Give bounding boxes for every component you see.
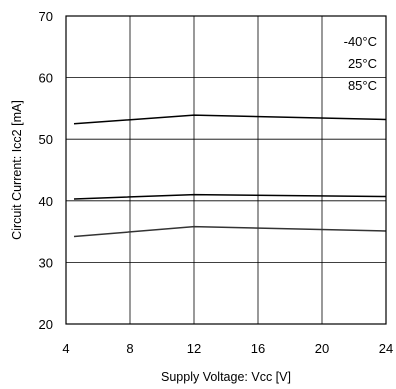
- x-tick-label: 8: [126, 341, 133, 356]
- plot-frame: [65, 15, 387, 325]
- series-line-3: [73, 225, 387, 238]
- x-axis-label: Supply Voltage: Vcc [V]: [161, 370, 291, 384]
- legend: -40°C 25°C 85°C: [344, 34, 377, 93]
- x-tick-label: 16: [251, 341, 265, 356]
- y-tick-label: 70: [39, 9, 53, 24]
- x-tick-label: 24: [379, 341, 393, 356]
- y-tick-label: 40: [39, 194, 53, 209]
- y-axis-label: Circuit Current: Icc2 [mA]: [10, 100, 24, 240]
- plot-background: [66, 16, 386, 324]
- series-lines: [73, 114, 387, 238]
- y-tick-label: 30: [39, 255, 53, 270]
- legend-entry: 25°C: [348, 56, 377, 71]
- x-tick-labels: 4 8 12 16 20 24: [62, 341, 393, 356]
- y-tick-labels: 20 30 40 50 60 70: [39, 9, 53, 332]
- x-tick-label: 12: [187, 341, 201, 356]
- legend-entry: 85°C: [348, 78, 377, 93]
- x-tick-label: 20: [315, 341, 329, 356]
- series-line-1: [73, 114, 387, 125]
- series-line-2: [73, 193, 387, 200]
- grid: [66, 16, 386, 324]
- y-tick-label: 60: [39, 71, 53, 86]
- legend-entry: -40°C: [344, 34, 377, 49]
- y-tick-label: 50: [39, 132, 53, 147]
- x-tick-label: 4: [62, 341, 69, 356]
- y-tick-label: 20: [39, 317, 53, 332]
